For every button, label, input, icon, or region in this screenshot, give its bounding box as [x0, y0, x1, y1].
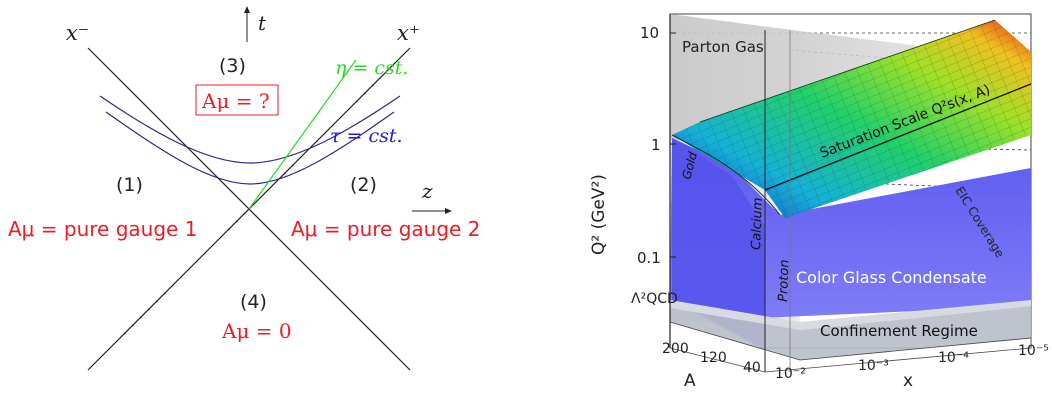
- region2-number: (2): [350, 174, 377, 196]
- region2-equation: Aμ = pure gauge 2: [291, 217, 480, 241]
- hyperbola-inner: [105, 111, 395, 185]
- a-tick-200: 200: [662, 341, 689, 357]
- x-axis-label: x: [903, 371, 913, 391]
- tau-label: τ = cst.: [330, 125, 403, 147]
- cgc-front-face: [672, 138, 765, 350]
- x-tick-1e-2: 10⁻²: [775, 366, 806, 382]
- hyperbola-outer: [99, 95, 401, 164]
- x-minus-label: x⁻: [66, 21, 89, 45]
- y-axis-label: Q² (GeV²): [589, 174, 609, 255]
- x-plus-label: x⁺: [397, 21, 420, 45]
- x-tick-1e-5: 10⁻⁵: [1018, 343, 1049, 359]
- eta-label: η = cst.: [335, 57, 408, 79]
- a-tick-120: 120: [700, 350, 727, 366]
- saturation-plot: 10 1 0.1 Λ²QCD Q² (GeV²) 200 120 40 A 10…: [589, 13, 1049, 391]
- t-label: t: [258, 11, 267, 35]
- proton-label: Proton: [776, 259, 792, 302]
- a-axis-label: A: [684, 371, 696, 391]
- calcium-label: Calcium: [749, 197, 766, 250]
- t-arrow-head: [244, 6, 250, 13]
- y-tick-lambda: Λ²QCD: [631, 291, 678, 307]
- confinement-label: Confinement Regime: [820, 322, 978, 340]
- confinement-top: [670, 300, 1031, 330]
- y-tick-0.1: 0.1: [637, 249, 661, 267]
- y-tick-1: 1: [651, 136, 661, 154]
- z-label: z: [421, 179, 433, 203]
- y-tick-10: 10: [640, 24, 659, 42]
- region1-equation: Aμ = pure gauge 1: [8, 217, 197, 241]
- eta-line: [248, 59, 357, 210]
- region3-number: (3): [219, 55, 246, 77]
- region4-equation: Aμ = 0: [221, 319, 292, 343]
- lightcone-diagram: x⁻ x⁺ t z η = cst. τ = cst. (3) Aμ = ? (…: [8, 6, 480, 371]
- parton-gas-label: Parton Gas: [682, 38, 764, 56]
- region3-box: [195, 84, 279, 116]
- saturation-surface: [671, 19, 1032, 218]
- confinement-slab: [670, 300, 1031, 360]
- region3-equation: Aμ = ?: [201, 89, 270, 113]
- z-arrow-head: [445, 208, 452, 214]
- a-tick-40: 40: [743, 360, 761, 376]
- region1-number: (1): [116, 174, 143, 196]
- region4-number: (4): [240, 291, 267, 313]
- cgc-label: Color Glass Condensate: [796, 268, 987, 287]
- gold-label: Gold: [679, 150, 700, 181]
- y-axis: [670, 32, 676, 258]
- x-tick-1e-3: 10⁻³: [858, 358, 889, 374]
- x-tick-1e-4: 10⁻⁴: [938, 350, 969, 366]
